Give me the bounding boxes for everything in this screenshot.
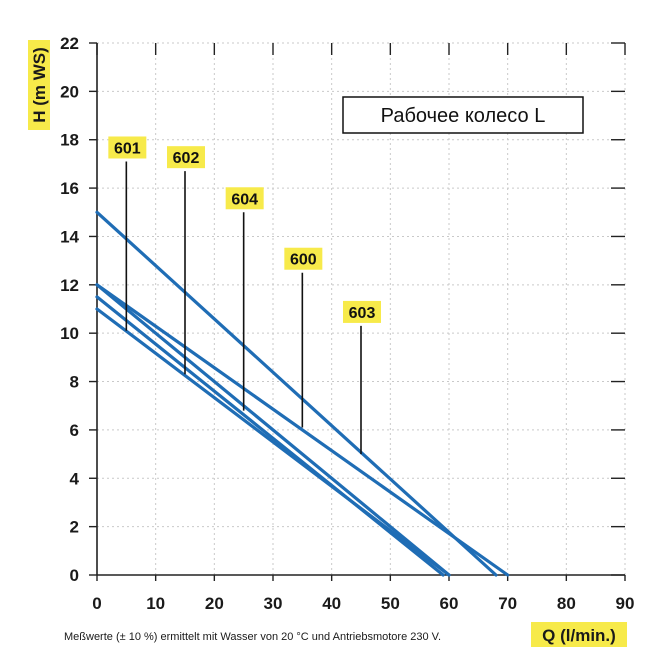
y-tick-label: 18 (60, 131, 79, 150)
y-tick-label: 14 (60, 227, 79, 246)
tag-bg-604 (225, 187, 264, 210)
y-tick-label: 4 (70, 469, 80, 488)
series-line-603 (95, 283, 510, 577)
y-tick-label: 2 (70, 518, 79, 537)
chart-title: Рабочее колесо L (381, 105, 546, 127)
x-tick-label: 80 (557, 594, 576, 613)
x-axis-title-bg (531, 622, 627, 647)
tag-label-602: 602 (173, 150, 200, 167)
y-tick-label: 8 (70, 373, 79, 392)
tag-bg-602 (167, 146, 205, 169)
tag-label-600: 600 (290, 252, 317, 269)
x-tick-label: 70 (498, 594, 517, 613)
tag-601: 601 (108, 136, 147, 159)
y-tick-label: 20 (60, 82, 79, 101)
grid (97, 42, 626, 575)
series-lines (95, 210, 510, 577)
tag-label-603: 603 (349, 305, 376, 322)
tag-600: 600 (284, 247, 323, 270)
x-tick-label: 60 (440, 594, 459, 613)
x-tick-label: 0 (92, 594, 101, 613)
tag-bg-600 (284, 247, 323, 270)
y-tick-label: 22 (60, 34, 79, 53)
series-tags: 601 602 604 600 603 (108, 136, 381, 323)
footnote: Meßwerte (± 10 %) ermittelt mit Wasser v… (64, 631, 441, 643)
tick-labels: 0 10 20 30 40 50 60 70 80 90 0 2 4 6 8 10 12 14 16 18 20 22 (60, 34, 634, 613)
series-line-600 (95, 210, 498, 577)
x-tick-label: 40 (322, 594, 341, 613)
x-axis-title: Q (l/min.) (542, 626, 616, 645)
y-axis-title-group: H (m WS) (28, 40, 50, 130)
x-tick-label: 90 (616, 594, 635, 613)
label-leaders (125, 161, 362, 455)
y-tick-label: 12 (60, 276, 79, 295)
tag-bg-601 (108, 136, 147, 159)
y-tick-label: 6 (70, 421, 79, 440)
tag-603: 603 (343, 300, 381, 323)
y-axis-title-bg (28, 40, 50, 130)
tag-label-604: 604 (231, 191, 258, 208)
series-line-602 (95, 283, 451, 577)
y-tick-label: 10 (60, 324, 79, 343)
tag-602: 602 (167, 146, 205, 169)
tag-604: 604 (225, 187, 264, 210)
y-tick-label: 16 (60, 179, 79, 198)
x-tick-label: 20 (205, 594, 224, 613)
series-line-604 (95, 307, 451, 577)
x-tick-label: 30 (264, 594, 283, 613)
title-box (342, 96, 584, 134)
y-tick-label: 0 (70, 566, 79, 585)
x-tick-label: 10 (146, 594, 165, 613)
x-tick-label: 50 (381, 594, 400, 613)
tag-label-601: 601 (114, 140, 141, 157)
tag-bg-603 (343, 300, 381, 323)
y-axis-title: H (m WS) (30, 47, 49, 123)
